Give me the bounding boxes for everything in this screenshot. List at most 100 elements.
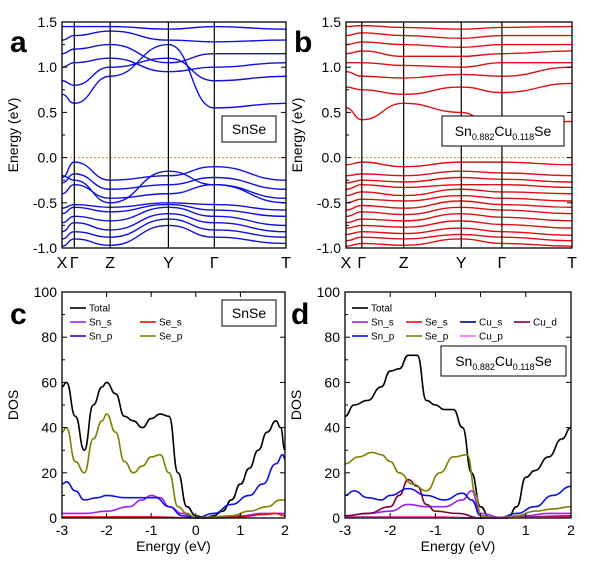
band-line	[346, 212, 572, 224]
dos-series-sn-s	[62, 494, 285, 519]
material-label-subscript: 0.118	[513, 362, 535, 372]
y-tick-label: 40	[324, 420, 340, 436]
material-label: Sn0.882Cu0.118Se	[455, 123, 552, 142]
legend-item: Cu_d	[514, 318, 557, 329]
dos-series-total	[344, 354, 572, 519]
dos-series-se-p	[61, 413, 285, 519]
material-label-element: Cu	[494, 123, 512, 139]
material-label-subscript: 0.882	[472, 362, 495, 372]
y-tick-label: 1.0	[38, 59, 58, 75]
material-label-box	[441, 115, 565, 147]
y-tick-label: 0	[49, 510, 57, 526]
panel-letter: b	[294, 26, 312, 59]
band-line	[62, 57, 286, 73]
material-label-element: Se	[534, 123, 551, 139]
kpoint-label: X	[57, 255, 68, 272]
legend-label: Cu_p	[479, 332, 503, 343]
x-tick-label: -3	[339, 522, 352, 538]
kpoint-label: Y	[163, 255, 174, 272]
kpoint-label: Z	[399, 255, 409, 272]
band-line	[62, 203, 286, 218]
panel-c-dos: c 0 20 40 60 80 100 DOS -3 -2 -1 0 1 2 Energy (eV) Tota…	[5, 284, 289, 554]
x-tick-label: -1	[429, 522, 442, 538]
material-label-subscript: 0.882	[472, 132, 495, 142]
legend-item: Sn_p	[352, 332, 395, 343]
band-line	[346, 41, 572, 49]
kpoint-label: Γ	[70, 255, 79, 272]
kpoint-label: Γ	[210, 255, 219, 272]
band-line	[346, 238, 572, 247]
legend-item: Cu_s	[460, 318, 502, 329]
legend-label: Se_s	[425, 318, 448, 329]
panel-letter: c	[10, 298, 27, 331]
band-line	[62, 173, 286, 190]
y-tick-label: -1.0	[317, 240, 341, 256]
band-line	[346, 184, 572, 190]
material-label-element: Se	[535, 353, 552, 369]
panel-d-dos: d 0 20 40 60 80 100 DOS -3 -2 -1 0 1 2 Energy (eV) Tota…	[288, 284, 575, 554]
band-line	[346, 82, 572, 96]
panel-letter: d	[291, 298, 309, 331]
legend-label: Sn_p	[89, 332, 113, 343]
x-tick-label: -2	[100, 522, 113, 538]
dos-series-se-p	[344, 451, 572, 519]
band-line	[346, 50, 572, 58]
legend-label: Total	[371, 304, 392, 315]
legend-item: Total	[352, 304, 392, 315]
band-line	[346, 200, 572, 211]
band-line	[62, 212, 286, 233]
band-line	[346, 161, 572, 168]
y-tick-label: 0.0	[322, 150, 342, 166]
kpoint-label: Γ	[498, 255, 507, 272]
legend-item: Total	[70, 304, 110, 315]
dos-series-total	[61, 381, 286, 519]
material-label-base: SnSe	[232, 121, 266, 137]
x-tick-label: 2	[281, 522, 289, 538]
band-line	[346, 233, 572, 242]
band-line	[346, 220, 572, 229]
legend: Total Sn_s Se_s Sn_p Se_p	[70, 304, 183, 343]
y-tick-label: -0.5	[33, 195, 57, 211]
y-axis-label: Energy (eV)	[289, 98, 305, 173]
y-tick-label: 20	[41, 465, 57, 481]
legend-item: Se_p	[140, 332, 183, 343]
legend-item: Se_p	[406, 332, 449, 343]
kpoint-label: T	[281, 255, 291, 272]
y-tick-label: 0.0	[38, 150, 58, 166]
x-axis-label: Energy (eV)	[136, 538, 211, 554]
y-tick-label: 40	[41, 420, 57, 436]
material-label: SnSe	[232, 305, 266, 321]
legend-item: Sn_p	[70, 332, 113, 343]
band-line	[346, 188, 572, 197]
x-tick-label: -3	[56, 522, 69, 538]
material-label-box	[440, 345, 567, 377]
y-axis-label: DOS	[288, 390, 304, 420]
y-tick-label: 80	[41, 329, 57, 345]
legend-label: Se_p	[159, 332, 183, 343]
legend-label: Se_p	[425, 332, 449, 343]
legend-label: Total	[89, 304, 110, 315]
x-tick-label: 2	[567, 522, 575, 538]
band-line	[62, 206, 286, 227]
material-label-base: Sn	[455, 123, 472, 139]
y-tick-label: 0	[332, 510, 340, 526]
y-tick-label: 100	[317, 284, 341, 300]
legend-item: Sn_s	[352, 318, 394, 329]
kpoint-label: T	[567, 255, 577, 272]
y-tick-label: 1.5	[38, 14, 58, 30]
y-axis-label: DOS	[5, 390, 21, 420]
legend-label: Sn_s	[371, 318, 394, 329]
y-tick-label: 0.5	[322, 104, 342, 120]
x-tick-label: 0	[192, 522, 200, 538]
material-label: SnSe	[232, 121, 266, 137]
x-tick-label: 1	[522, 522, 530, 538]
band-line	[346, 227, 572, 237]
y-tick-label: 60	[324, 374, 340, 390]
legend-label: Cu_s	[479, 318, 502, 329]
band-line	[346, 176, 572, 184]
band-line	[346, 66, 572, 79]
band-line	[346, 32, 572, 39]
x-tick-label: 0	[477, 522, 485, 538]
y-tick-label: 100	[34, 284, 58, 300]
